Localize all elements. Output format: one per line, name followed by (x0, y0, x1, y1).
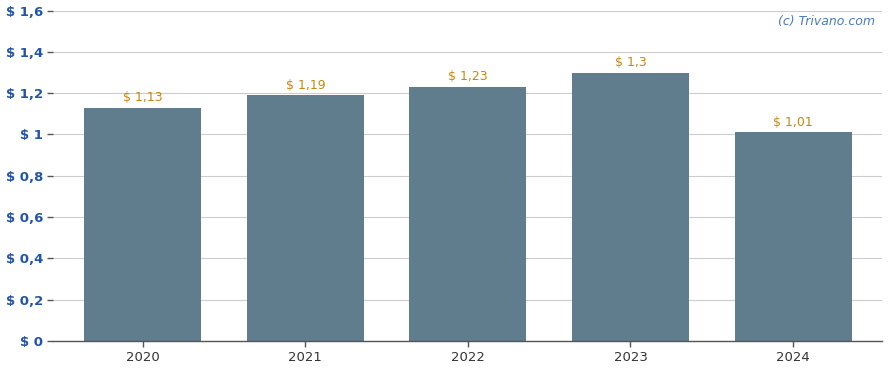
Text: $ 1,23: $ 1,23 (448, 70, 488, 83)
Text: $ 1,19: $ 1,19 (286, 78, 325, 91)
Bar (734, 132, 852, 341)
Bar (409, 87, 527, 341)
Bar (247, 95, 364, 341)
Text: $ 1,3: $ 1,3 (614, 56, 646, 69)
Bar (84, 108, 202, 341)
Text: (c) Trivano.com: (c) Trivano.com (778, 15, 875, 28)
Text: $ 1,13: $ 1,13 (123, 91, 163, 104)
Bar (572, 73, 689, 341)
Text: $ 1,01: $ 1,01 (773, 116, 813, 129)
